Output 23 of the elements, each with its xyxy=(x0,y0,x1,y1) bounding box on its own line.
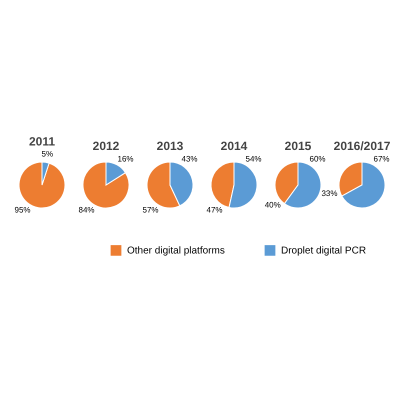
chart-title: 2015 xyxy=(284,139,312,153)
chart-title: 2012 xyxy=(92,139,120,153)
pie-slice xyxy=(341,162,386,208)
pie-slice xyxy=(18,162,66,208)
chart-title: 2016/2017 xyxy=(334,139,391,153)
data-label: 54% xyxy=(245,154,262,164)
chart-title: 2013 xyxy=(156,139,184,153)
chart-title: 2011 xyxy=(28,134,56,148)
data-label: 43% xyxy=(181,154,198,164)
legend-label: Droplet digital PCR xyxy=(281,245,366,256)
data-label: 16% xyxy=(117,154,134,164)
data-label: 5% xyxy=(42,149,54,158)
legend-label: Other digital platforms xyxy=(127,245,225,256)
data-label: 40% xyxy=(264,200,281,210)
data-label: 67% xyxy=(373,154,390,164)
data-label: 84% xyxy=(78,205,95,214)
data-label: 47% xyxy=(206,205,223,214)
data-label: 33% xyxy=(321,188,338,198)
data-label: 57% xyxy=(142,205,159,214)
data-label: 60% xyxy=(309,154,326,164)
chart-title: 2014 xyxy=(220,139,248,153)
data-label: 95% xyxy=(14,205,31,214)
pie-slice xyxy=(82,162,130,208)
